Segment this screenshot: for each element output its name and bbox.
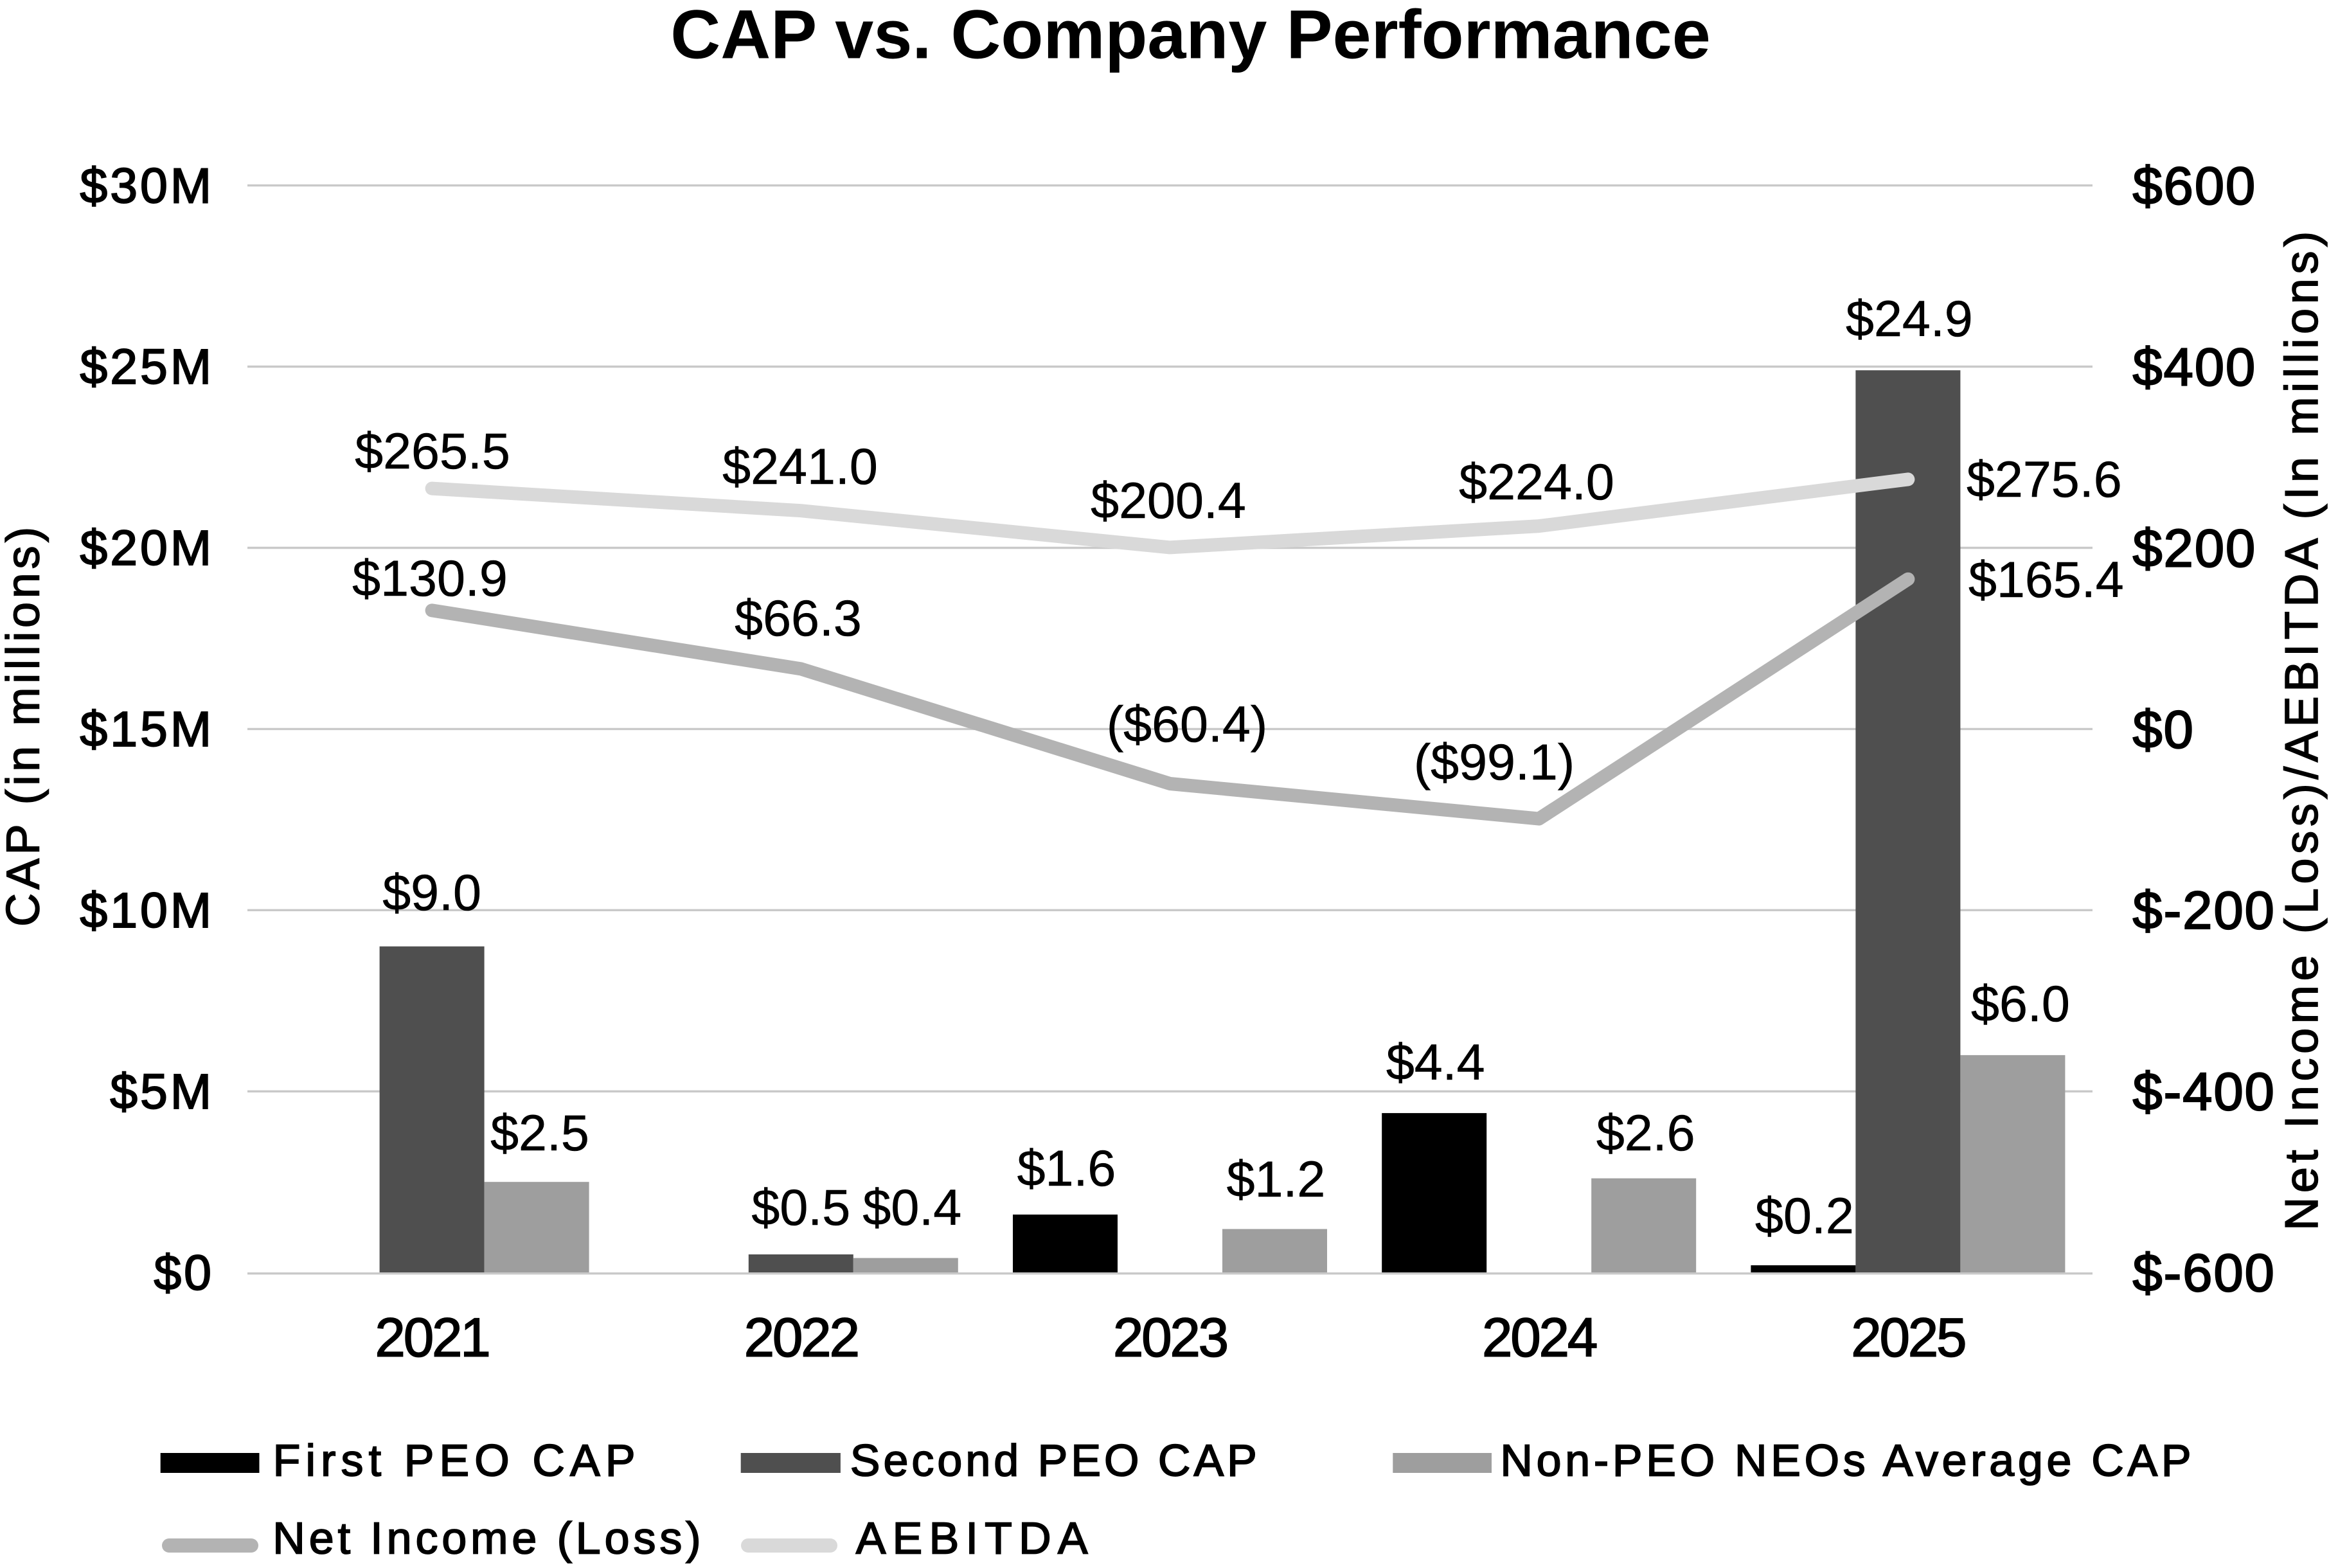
svg-text:$1.2: $1.2	[1227, 1150, 1326, 1207]
svg-text:$0.4: $0.4	[862, 1179, 961, 1236]
svg-text:AEBITDA: AEBITDA	[856, 1513, 1094, 1563]
svg-text:$0: $0	[2133, 699, 2195, 759]
svg-text:($99.1): ($99.1)	[1414, 733, 1575, 790]
svg-text:$-200: $-200	[2133, 880, 2276, 940]
svg-text:$0.2: $0.2	[1755, 1187, 1854, 1244]
svg-text:$200: $200	[2133, 518, 2257, 578]
svg-text:$66.3: $66.3	[735, 589, 862, 646]
svg-text:$25M: $25M	[80, 339, 214, 395]
svg-text:2025: 2025	[1851, 1308, 1965, 1369]
svg-text:$20M: $20M	[80, 521, 214, 576]
svg-text:($60.4): ($60.4)	[1107, 695, 1267, 753]
svg-text:$1.6: $1.6	[1017, 1139, 1116, 1197]
svg-text:$165.4: $165.4	[1968, 551, 2124, 608]
svg-text:$-400: $-400	[2133, 1062, 2276, 1121]
svg-text:2022: 2022	[744, 1308, 858, 1369]
svg-text:$30M: $30M	[80, 158, 214, 213]
svg-text:$130.9: $130.9	[352, 549, 508, 607]
svg-text:2024: 2024	[1482, 1308, 1596, 1369]
svg-text:$0.5: $0.5	[751, 1179, 850, 1236]
svg-text:$275.6: $275.6	[1967, 450, 2122, 508]
svg-text:Non-PEO NEOs Average CAP: Non-PEO NEOs Average CAP	[1500, 1436, 2195, 1486]
svg-text:$200.4: $200.4	[1091, 472, 1246, 529]
svg-text:$5M: $5M	[110, 1064, 214, 1119]
svg-text:Net Income (Loss)/AEBITDA (In: Net Income (Loss)/AEBITDA (In millions)	[2276, 227, 2328, 1231]
svg-text:$6.0: $6.0	[1971, 975, 2070, 1032]
svg-text:$600: $600	[2133, 156, 2257, 216]
svg-text:First PEO CAP: First PEO CAP	[273, 1436, 641, 1486]
svg-text:$15M: $15M	[80, 702, 214, 757]
svg-text:$-600: $-600	[2133, 1243, 2276, 1303]
svg-text:$4.4: $4.4	[1386, 1033, 1485, 1091]
svg-text:$241.0: $241.0	[722, 438, 878, 495]
svg-text:$224.0: $224.0	[1459, 453, 1614, 510]
svg-text:$10M: $10M	[80, 883, 214, 938]
svg-text:Net Income (Loss): Net Income (Loss)	[272, 1513, 704, 1563]
svg-text:$400: $400	[2133, 337, 2257, 396]
svg-text:CAP (in millions): CAP (in millions)	[0, 523, 49, 927]
svg-text:$2.6: $2.6	[1596, 1104, 1695, 1161]
svg-text:2023: 2023	[1113, 1308, 1227, 1369]
svg-text:$2.5: $2.5	[490, 1104, 589, 1161]
svg-text:$265.5: $265.5	[355, 422, 510, 479]
svg-text:CAP vs. Company Performance: CAP vs. Company Performance	[670, 0, 1711, 73]
svg-text:$9.0: $9.0	[382, 864, 481, 921]
svg-text:$24.9: $24.9	[1846, 290, 1973, 347]
svg-text:$0: $0	[154, 1245, 214, 1301]
svg-text:2021: 2021	[375, 1308, 489, 1369]
svg-text:Second PEO CAP: Second PEO CAP	[850, 1436, 1260, 1486]
